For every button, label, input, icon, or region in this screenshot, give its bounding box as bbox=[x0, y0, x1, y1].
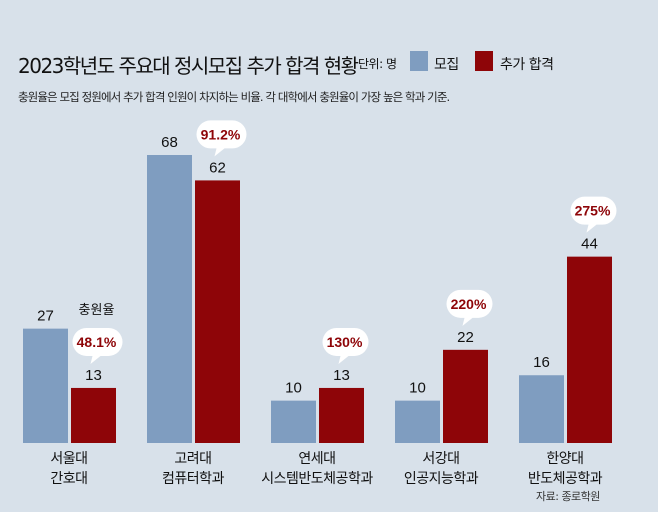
rate-bubble bbox=[72, 327, 123, 364]
value-label: 22 bbox=[457, 329, 474, 346]
category-label: 컴퓨터학과 bbox=[162, 471, 225, 487]
bar-additional bbox=[71, 387, 116, 443]
rate-bubble bbox=[570, 196, 617, 233]
chart-title: 2023학년도 주요대 정시모집 추가 합격 현황 bbox=[18, 54, 359, 78]
unit-label: 단위: 명 bbox=[358, 57, 397, 71]
bar-recruit bbox=[147, 155, 192, 443]
value-label: 10 bbox=[409, 380, 426, 397]
rate-label: 220% bbox=[451, 296, 487, 312]
rate-label: 91.2% bbox=[201, 126, 241, 142]
category-label: 인공지능학과 bbox=[404, 471, 479, 487]
bar-additional bbox=[195, 180, 240, 444]
bar-recruit bbox=[395, 400, 440, 443]
legend-swatch-additional bbox=[475, 51, 493, 71]
category-label: 서강대 bbox=[422, 451, 459, 467]
subtitle: 충원율은 모집 정원에서 추가 합격 인원이 차지하는 비율. 각 대학에서 충… bbox=[18, 90, 450, 104]
rate-label: 130% bbox=[327, 334, 363, 350]
category-label: 연세대 bbox=[298, 451, 335, 467]
category-label: 시스템반도체공학과 bbox=[261, 471, 373, 487]
rate-bubble bbox=[196, 120, 247, 157]
bar-additional bbox=[443, 349, 488, 443]
value-label: 16 bbox=[533, 354, 550, 371]
rate-caption: 충원율 bbox=[79, 303, 115, 318]
bar-additional bbox=[567, 256, 612, 443]
legend-swatch-recruit bbox=[410, 51, 428, 71]
value-label: 44 bbox=[581, 236, 598, 253]
legend-label-recruit: 모집 bbox=[434, 57, 459, 73]
rate-bubble bbox=[446, 289, 493, 326]
bar-recruit bbox=[23, 328, 68, 443]
value-label: 62 bbox=[209, 159, 226, 176]
category-label: 서울대 bbox=[50, 451, 87, 467]
bar-recruit bbox=[271, 400, 316, 443]
category-label: 한양대 bbox=[546, 451, 583, 467]
category-label: 간호대 bbox=[50, 471, 87, 487]
value-label: 68 bbox=[161, 134, 178, 151]
bar-recruit bbox=[519, 375, 564, 443]
rate-label: 275% bbox=[575, 203, 611, 219]
value-label: 10 bbox=[285, 380, 302, 397]
rate-bubble bbox=[322, 327, 369, 364]
category-label: 고려대 bbox=[174, 451, 211, 467]
bar-additional bbox=[319, 387, 364, 443]
value-label: 27 bbox=[37, 308, 54, 325]
value-label: 13 bbox=[85, 367, 102, 384]
source-note: 자료: 종로학원 bbox=[536, 490, 600, 503]
category-label: 반도체공학과 bbox=[528, 471, 603, 487]
legend-label-additional: 추가 합격 bbox=[500, 57, 554, 73]
value-label: 13 bbox=[333, 367, 350, 384]
rate-label: 48.1% bbox=[77, 334, 117, 350]
